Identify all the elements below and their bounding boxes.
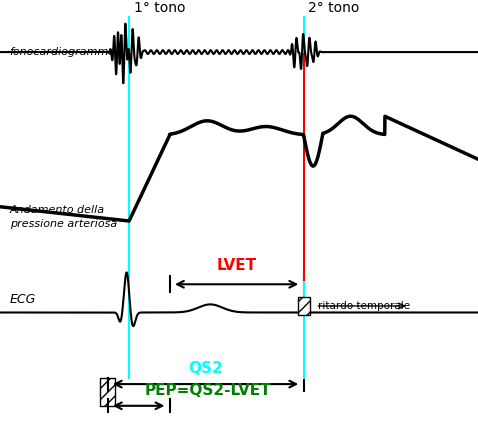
Text: fonocardiogramma: fonocardiogramma: [10, 47, 116, 57]
Bar: [298, 297, 310, 315]
Bar: [100, 378, 115, 406]
Text: ECG: ECG: [10, 293, 36, 306]
Text: ritardo temporale: ritardo temporale: [318, 301, 410, 311]
Text: 2° tono: 2° tono: [308, 1, 359, 15]
Text: QS2: QS2: [188, 361, 223, 376]
Text: LVET: LVET: [217, 258, 257, 273]
Text: 1° tono: 1° tono: [134, 1, 185, 15]
Text: PEP=QS2-LVET: PEP=QS2-LVET: [145, 383, 271, 398]
Text: Andamento della
pressione arteriosa: Andamento della pressione arteriosa: [10, 205, 117, 229]
